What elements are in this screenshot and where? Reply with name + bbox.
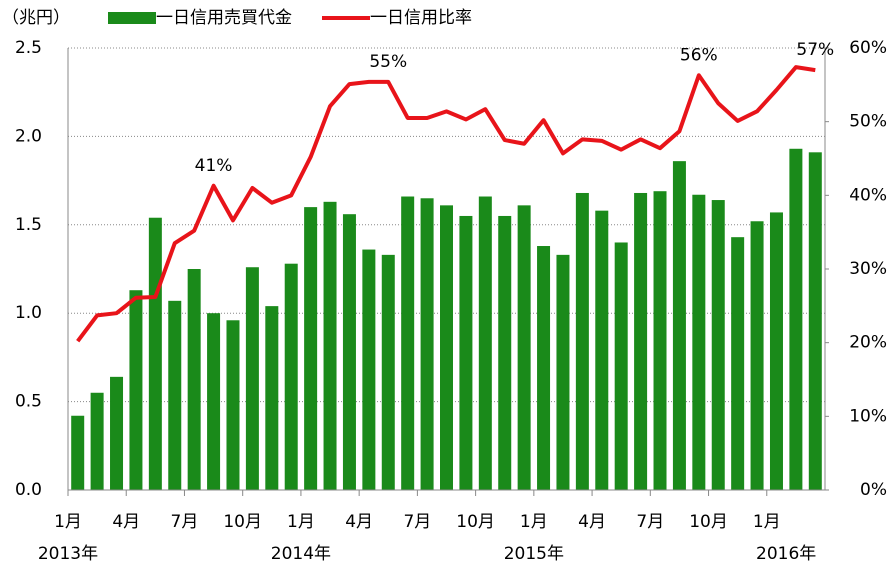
bar [129, 290, 143, 490]
y2-tick-label: 20% [849, 333, 887, 353]
bar [750, 221, 764, 490]
data-label: 56% [680, 45, 718, 65]
bar [381, 254, 395, 490]
x-tick-label: 7月 [171, 512, 199, 532]
bar [537, 246, 551, 490]
y-tick-label: 1.0 [15, 303, 42, 323]
x-tick-label: 10月 [223, 512, 262, 532]
data-label: 57% [796, 40, 834, 60]
bar [575, 192, 589, 490]
bar [362, 249, 376, 490]
bar [789, 148, 803, 490]
x-tick-label: 1月 [287, 512, 315, 532]
bar [323, 201, 337, 491]
bar [556, 254, 570, 490]
bar [187, 269, 201, 490]
y2-tick-label: 0% [860, 480, 887, 500]
bar [148, 217, 162, 490]
legend-swatch [108, 12, 156, 24]
y-tick-label: 0.5 [15, 392, 42, 412]
x-tick-label: 1月 [54, 512, 82, 532]
y-tick-label: 1.5 [15, 215, 42, 235]
data-label: 41% [195, 156, 233, 176]
bar [769, 212, 783, 490]
line [76, 65, 816, 343]
bar [265, 306, 279, 490]
bar [440, 205, 453, 491]
bar [808, 152, 822, 490]
bar [595, 210, 609, 490]
bar [168, 300, 182, 490]
y2-tick-label: 60% [849, 38, 887, 58]
bar [284, 263, 298, 490]
bar [731, 237, 745, 490]
data-label: 55% [369, 52, 407, 72]
bar [226, 320, 240, 490]
bar [401, 196, 415, 490]
bar [634, 192, 648, 490]
x-tick-label: 10月 [689, 512, 728, 532]
y2-tick-label: 30% [849, 259, 887, 279]
x-tick-label: 1月 [753, 512, 781, 532]
x-tick-label: 10月 [456, 512, 495, 532]
bar [478, 196, 492, 490]
bar [614, 242, 628, 490]
bar [90, 392, 104, 490]
bar [342, 214, 356, 490]
x-tick-label: 7月 [636, 512, 664, 532]
legend-label: 一日信用比率 [370, 8, 472, 28]
bar [420, 198, 434, 490]
year-label: 2013年 [38, 544, 98, 564]
bar [459, 215, 473, 490]
x-tick-label: 7月 [403, 512, 431, 532]
bar [110, 376, 124, 490]
bar [711, 200, 725, 490]
bar [498, 215, 512, 490]
bar [71, 415, 85, 490]
bar [692, 194, 706, 490]
bar [245, 267, 259, 490]
bar [653, 191, 667, 490]
y2-tick-label: 10% [849, 406, 887, 426]
x-tick-label: 1月 [520, 512, 548, 532]
x-tick-label: 4月 [345, 512, 373, 532]
year-label: 2016年 [756, 544, 816, 564]
bar [517, 205, 531, 491]
y-tick-label: 2.0 [15, 126, 42, 146]
y-tick-label: 2.5 [15, 38, 42, 58]
x-tick-label: 4月 [578, 512, 606, 532]
y-axis-label: （兆円） [2, 8, 70, 28]
y2-tick-label: 40% [849, 185, 887, 205]
bar [672, 161, 686, 491]
bar [304, 207, 318, 490]
legend-label: 一日信用売買代金 [156, 8, 292, 28]
y2-tick-label: 50% [849, 112, 887, 132]
x-tick-label: 4月 [112, 512, 140, 532]
y-tick-label: 0.0 [15, 480, 42, 500]
year-label: 2014年 [271, 544, 331, 564]
year-label: 2015年 [504, 544, 564, 564]
bar [207, 313, 221, 490]
